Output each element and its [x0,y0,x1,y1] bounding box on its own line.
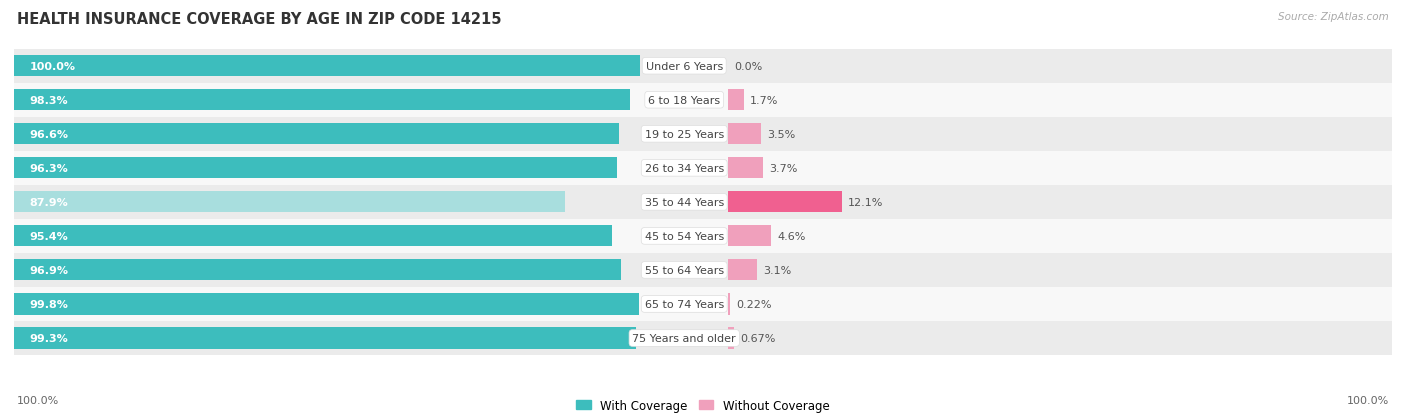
Bar [14,50,1392,83]
Text: 1.7%: 1.7% [751,95,779,105]
Text: 99.8%: 99.8% [30,299,69,309]
Bar [728,328,734,349]
Bar [14,321,1392,355]
Bar [728,124,761,145]
Text: 3.7%: 3.7% [769,164,797,173]
Text: 75 Years and older: 75 Years and older [633,333,735,343]
Text: 87.9%: 87.9% [30,197,69,207]
Bar [728,294,730,315]
Text: Source: ZipAtlas.com: Source: ZipAtlas.com [1278,12,1389,22]
Legend: With Coverage, Without Coverage: With Coverage, Without Coverage [572,394,834,413]
Text: 0.67%: 0.67% [741,333,776,343]
Bar [14,152,1392,185]
Text: 96.3%: 96.3% [30,164,69,173]
Bar [14,185,1392,219]
Bar [728,90,744,111]
Text: 0.22%: 0.22% [737,299,772,309]
Bar [14,253,1392,287]
Text: 100.0%: 100.0% [17,395,59,405]
Bar [728,192,842,213]
Bar [14,56,640,77]
Text: 96.6%: 96.6% [30,129,69,140]
Text: 12.1%: 12.1% [848,197,883,207]
Bar [14,219,1392,253]
Text: 19 to 25 Years: 19 to 25 Years [644,129,724,140]
Bar [14,287,1392,321]
Text: 65 to 74 Years: 65 to 74 Years [644,299,724,309]
Text: 99.3%: 99.3% [30,333,69,343]
Text: 98.3%: 98.3% [30,95,69,105]
Text: 45 to 54 Years: 45 to 54 Years [644,231,724,241]
Bar [728,226,772,247]
Bar [728,158,763,179]
Bar [14,90,630,111]
Bar [14,226,612,247]
Text: 55 to 64 Years: 55 to 64 Years [644,265,724,275]
Text: 3.1%: 3.1% [763,265,792,275]
Text: 100.0%: 100.0% [30,62,76,71]
Text: 100.0%: 100.0% [1347,395,1389,405]
Text: 96.9%: 96.9% [30,265,69,275]
Bar [14,117,1392,152]
Text: HEALTH INSURANCE COVERAGE BY AGE IN ZIP CODE 14215: HEALTH INSURANCE COVERAGE BY AGE IN ZIP … [17,12,502,27]
Text: 3.5%: 3.5% [768,129,796,140]
Text: 35 to 44 Years: 35 to 44 Years [644,197,724,207]
Text: 4.6%: 4.6% [778,231,806,241]
Bar [14,83,1392,117]
Bar [14,192,565,213]
Bar [728,260,758,281]
Bar [14,260,621,281]
Text: 95.4%: 95.4% [30,231,69,241]
Text: Under 6 Years: Under 6 Years [645,62,723,71]
Bar [14,294,640,315]
Text: 0.0%: 0.0% [734,62,762,71]
Text: 6 to 18 Years: 6 to 18 Years [648,95,720,105]
Bar [14,158,617,179]
Text: 26 to 34 Years: 26 to 34 Years [644,164,724,173]
Bar [14,328,636,349]
Bar [14,124,619,145]
